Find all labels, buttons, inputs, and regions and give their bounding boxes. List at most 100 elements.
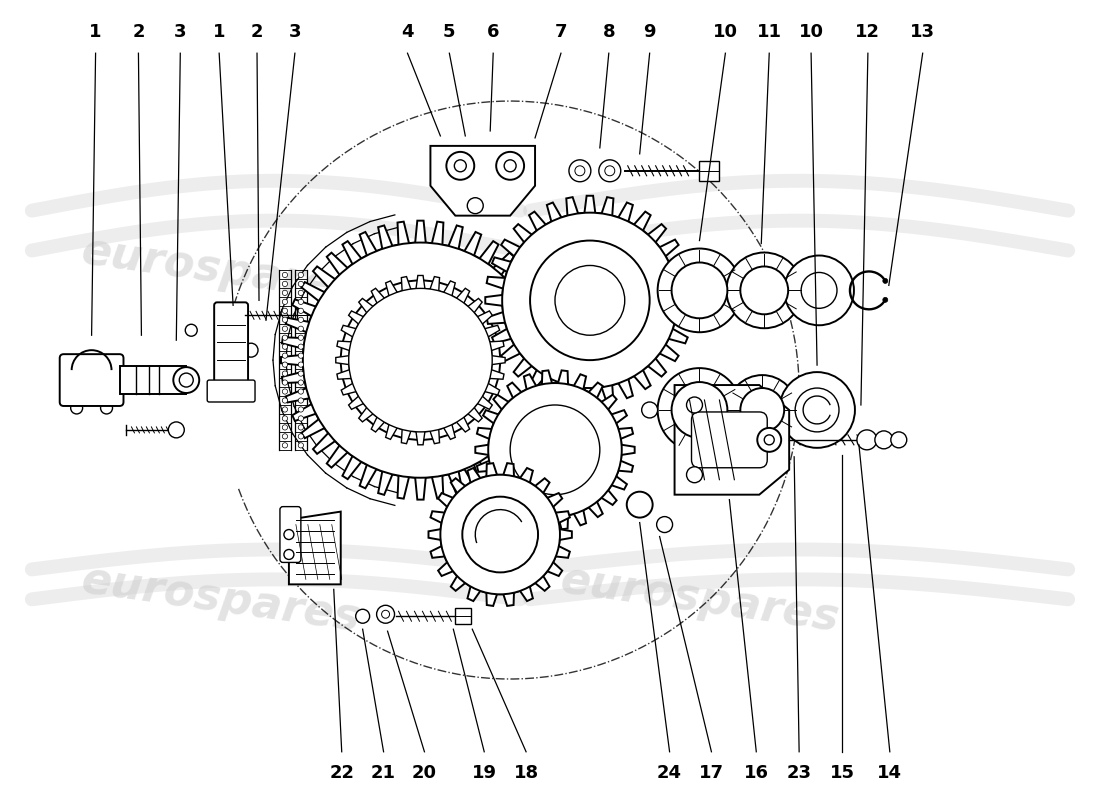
Text: 2: 2 [132, 23, 145, 42]
Circle shape [298, 308, 304, 314]
Polygon shape [475, 370, 635, 530]
Circle shape [283, 299, 287, 305]
Text: eurospares: eurospares [79, 558, 363, 640]
Circle shape [298, 425, 304, 430]
Text: 11: 11 [757, 23, 782, 42]
Circle shape [298, 353, 304, 358]
FancyBboxPatch shape [692, 412, 767, 468]
Circle shape [174, 367, 199, 393]
Circle shape [283, 344, 287, 350]
Bar [700, 161, 719, 181]
Circle shape [784, 255, 854, 326]
Circle shape [883, 278, 888, 283]
Circle shape [298, 389, 304, 394]
Circle shape [283, 353, 287, 358]
Polygon shape [430, 146, 535, 216]
Circle shape [462, 497, 538, 572]
Text: 2: 2 [251, 23, 263, 42]
Polygon shape [429, 463, 572, 606]
Text: 3: 3 [288, 23, 301, 42]
Circle shape [298, 299, 304, 305]
Circle shape [376, 606, 395, 623]
Circle shape [468, 198, 483, 214]
Circle shape [488, 383, 622, 517]
Circle shape [726, 253, 802, 328]
Circle shape [795, 388, 839, 432]
Polygon shape [120, 366, 186, 394]
Polygon shape [280, 221, 560, 500]
Circle shape [883, 298, 888, 302]
Circle shape [598, 160, 620, 182]
Polygon shape [336, 275, 505, 445]
Circle shape [641, 402, 658, 418]
Circle shape [298, 326, 304, 331]
Circle shape [298, 371, 304, 376]
Bar [297, 307, 311, 323]
Text: 20: 20 [411, 764, 437, 782]
Circle shape [298, 362, 304, 367]
Text: eurospares: eurospares [558, 230, 842, 311]
Circle shape [298, 442, 304, 448]
Text: 14: 14 [878, 764, 902, 782]
Circle shape [298, 335, 304, 340]
Text: 23: 23 [786, 764, 812, 782]
FancyBboxPatch shape [59, 354, 123, 406]
Circle shape [298, 407, 304, 412]
Text: 24: 24 [657, 764, 682, 782]
Text: 4: 4 [402, 23, 414, 42]
Text: eurospares: eurospares [79, 230, 363, 311]
Circle shape [874, 431, 893, 449]
Text: 17: 17 [698, 764, 724, 782]
Text: 22: 22 [329, 764, 354, 782]
Text: 12: 12 [856, 23, 880, 42]
Circle shape [365, 306, 475, 415]
Text: 19: 19 [472, 764, 497, 782]
Circle shape [341, 281, 500, 440]
Circle shape [355, 610, 370, 623]
Circle shape [283, 398, 287, 403]
Circle shape [283, 442, 287, 448]
Text: 8: 8 [603, 23, 615, 42]
Text: 10: 10 [799, 23, 824, 42]
Circle shape [284, 530, 294, 539]
Text: 15: 15 [829, 764, 855, 782]
Circle shape [496, 152, 524, 180]
Circle shape [657, 517, 672, 533]
Text: 10: 10 [713, 23, 738, 42]
Circle shape [672, 382, 727, 438]
Circle shape [658, 368, 741, 452]
Text: 5: 5 [443, 23, 455, 42]
Bar [455, 608, 471, 624]
Circle shape [283, 335, 287, 340]
Circle shape [283, 326, 287, 331]
Circle shape [510, 405, 600, 494]
Circle shape [283, 282, 287, 286]
Circle shape [757, 428, 781, 452]
Circle shape [556, 266, 625, 335]
Circle shape [100, 402, 112, 414]
Circle shape [168, 422, 185, 438]
Circle shape [658, 249, 741, 332]
Circle shape [283, 434, 287, 439]
Text: eurospares: eurospares [558, 558, 842, 640]
Circle shape [283, 416, 287, 421]
Polygon shape [674, 385, 789, 494]
Circle shape [627, 492, 652, 518]
FancyBboxPatch shape [207, 380, 255, 402]
Circle shape [298, 290, 304, 295]
Circle shape [298, 380, 304, 385]
Circle shape [891, 432, 906, 448]
Circle shape [504, 160, 516, 172]
Polygon shape [289, 512, 341, 584]
Circle shape [298, 272, 304, 278]
Circle shape [779, 372, 855, 448]
Circle shape [440, 474, 560, 594]
Circle shape [283, 317, 287, 322]
Text: 3: 3 [174, 23, 187, 42]
Circle shape [298, 344, 304, 350]
Circle shape [672, 262, 727, 318]
Circle shape [740, 388, 784, 432]
Text: 9: 9 [644, 23, 656, 42]
Text: 18: 18 [514, 764, 539, 782]
Circle shape [298, 398, 304, 403]
